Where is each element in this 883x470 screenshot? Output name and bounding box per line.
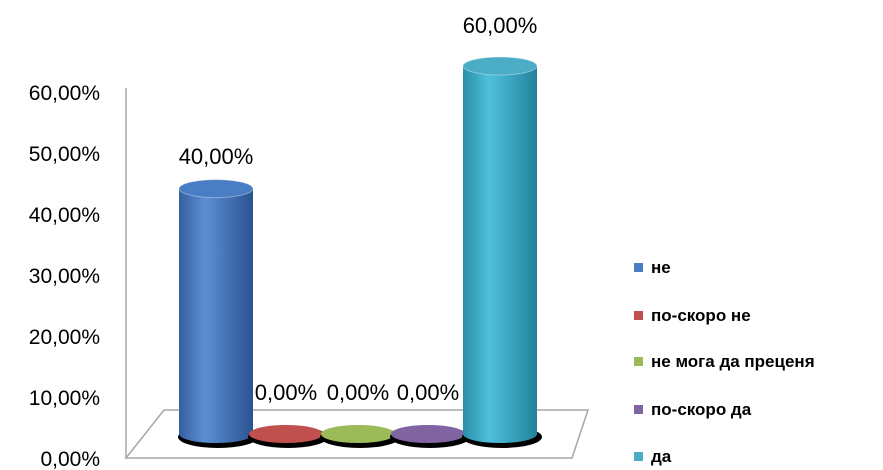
y-tick-label: 50,00% (29, 143, 100, 166)
bars (178, 56, 542, 448)
legend-swatch (634, 357, 643, 366)
legend-label: по-скоро не (651, 306, 751, 325)
y-tick-label: 60,00% (29, 82, 100, 105)
bar-body (179, 188, 253, 443)
bar-body (463, 66, 537, 443)
legend-label: по-скоро да (651, 400, 752, 419)
y-tick-label: 10,00% (29, 387, 100, 410)
data-label: 0,00% (255, 380, 317, 405)
y-tick-label: 30,00% (29, 265, 100, 288)
bar-5 (462, 56, 542, 448)
y-tick-label: 0,00% (40, 448, 100, 470)
legend-label: не (651, 258, 671, 277)
legend: не по-скоро не не мога да преценя по-ско… (634, 258, 815, 466)
bar-1 (178, 179, 258, 448)
bar-4 (390, 425, 470, 448)
y-tick-label: 20,00% (29, 326, 100, 349)
bar-2 (248, 425, 328, 448)
legend-swatch (634, 263, 643, 272)
data-label: 60,00% (463, 13, 538, 38)
legend-label: да (651, 447, 672, 466)
bar-top (178, 179, 254, 199)
data-label: 40,00% (179, 144, 254, 169)
y-tick-label: 40,00% (29, 204, 100, 227)
data-label: 0,00% (327, 380, 389, 405)
bar-top (249, 425, 323, 443)
bar-top (391, 425, 465, 443)
data-labels: 40,00% 0,00% 0,00% 0,00% 60,00% (179, 13, 538, 405)
legend-swatch (634, 405, 643, 414)
bar-3 (320, 425, 400, 448)
legend-swatch (634, 452, 643, 461)
legend-swatch (634, 311, 643, 320)
bar-top (462, 56, 538, 76)
y-axis-ticks: 0,00% 10,00% 20,00% 30,00% 40,00% 50,00%… (29, 82, 100, 470)
bar-top (321, 425, 395, 443)
legend-label: не мога да преценя (651, 352, 815, 371)
data-label: 0,00% (397, 380, 459, 405)
